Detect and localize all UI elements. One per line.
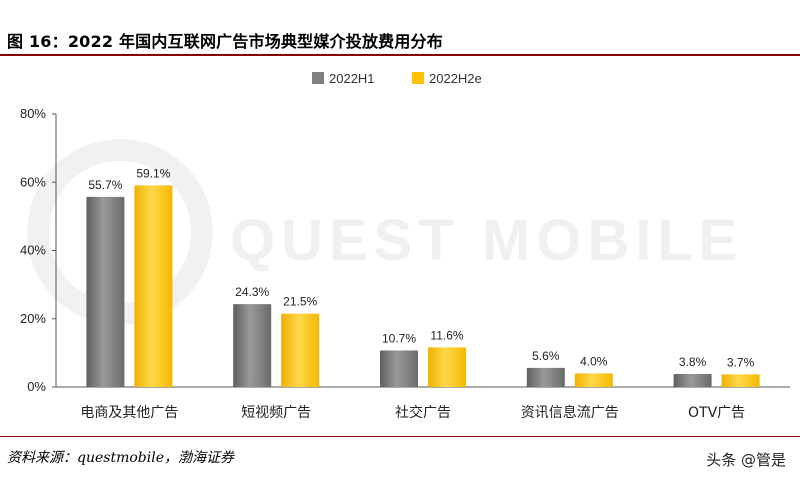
- y-tick-label: 20%: [20, 311, 46, 326]
- y-tick-label: 80%: [20, 106, 46, 121]
- legend-label-2022H1: 2022H1: [329, 71, 375, 86]
- y-tick-label: 40%: [20, 243, 46, 258]
- data-label: 5.6%: [532, 349, 560, 363]
- title-divider: [0, 54, 800, 56]
- bars: 55.7% 59.1% 24.3% 21.5% 10.7% 11.6% 5.6% 4.0% 3.…: [86, 166, 760, 387]
- bar-2022H1-2: [380, 350, 418, 387]
- bar-2022H1-4: [673, 374, 712, 387]
- data-label: 10.7%: [382, 331, 416, 345]
- data-label: 11.6%: [430, 328, 463, 342]
- legend-swatch-2022H2e: [412, 72, 424, 84]
- x-axis-labels: 电商及其他广告 短视频广告 社交广告 资讯信息流广告 OTV广告: [80, 404, 745, 421]
- x-category-label: 资讯信息流广告: [521, 404, 619, 421]
- data-label: 24.3%: [235, 285, 269, 299]
- data-label: 55.7%: [88, 178, 122, 192]
- data-label: 59.1%: [136, 166, 170, 180]
- legend-label-2022H2e: 2022H2e: [429, 71, 482, 86]
- legend-swatch-2022H1: [312, 72, 324, 84]
- data-label: 21.5%: [283, 295, 317, 309]
- bar-2022H2e-1: [281, 313, 320, 387]
- bar-2022H2e-4: [721, 374, 760, 387]
- bar-2022H1-0: [86, 196, 125, 387]
- data-label: 3.8%: [679, 355, 707, 369]
- x-category-label: 电商及其他广告: [80, 405, 178, 421]
- bar-chart: QUEST MOBILE 2022H1 2022H2e 0% 20% 40% 60% 80…: [20, 71, 790, 421]
- bar-2022H2e-0: [134, 185, 173, 387]
- figure-title: 图 16：2022 年国内互联网广告市场典型媒介投放费用分布: [7, 32, 443, 51]
- y-axis: 0% 20% 40% 60% 80%: [20, 106, 790, 394]
- watermark-text: QUEST MOBILE: [230, 208, 743, 273]
- signature: 头条 @管是: [706, 451, 786, 469]
- source-divider: [0, 436, 800, 437]
- y-tick-label: 0%: [27, 379, 46, 394]
- source-note: 资料来源：questmobile，渤海证券: [7, 450, 234, 466]
- y-tick-label: 60%: [20, 174, 46, 189]
- x-category-label: 社交广告: [395, 404, 451, 421]
- data-label: 3.7%: [727, 355, 755, 369]
- x-category-label: 短视频广告: [241, 405, 311, 421]
- x-category-label: OTV广告: [688, 405, 745, 421]
- bar-2022H2e-3: [574, 373, 613, 387]
- bar-2022H1-1: [233, 304, 272, 387]
- bar-2022H1-3: [526, 367, 565, 387]
- data-label: 4.0%: [580, 354, 608, 368]
- bar-2022H2e-2: [428, 347, 466, 387]
- title-bar: 图 16：2022 年国内互联网广告市场典型媒介投放费用分布: [0, 0, 800, 56]
- legend: 2022H1 2022H2e: [312, 71, 482, 86]
